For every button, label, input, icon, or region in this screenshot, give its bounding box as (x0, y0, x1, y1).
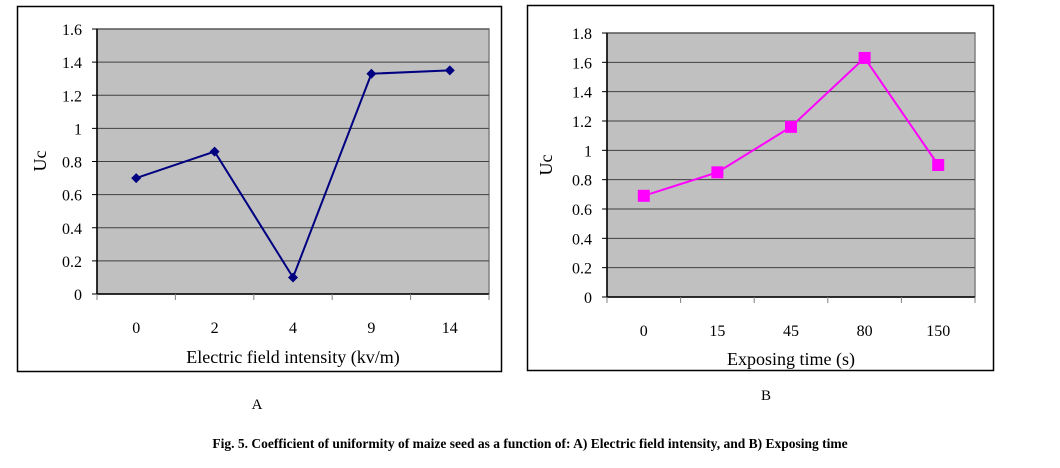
x-tick-label: 150 (926, 323, 950, 340)
chart-b-x-axis-label: Exposing time (s) (727, 349, 855, 370)
data-point-diamond (366, 68, 377, 79)
x-tick-label: 0 (132, 320, 140, 337)
y-tick-label: 1.8 (572, 26, 592, 43)
chart-b-x-ticks: 0 15 45 80 150 (606, 296, 976, 340)
x-tick-label: 2 (211, 320, 219, 337)
chart-b: 0 0.2 0.4 0.6 0.8 1 1.2 1.4 1.6 1.8 0 15 45 80 150 Ex… (526, 4, 995, 372)
data-point-diamond (209, 146, 220, 157)
data-point-diamond (288, 272, 298, 283)
y-tick-label: 0.2 (572, 261, 592, 278)
y-tick-label: 1.2 (62, 88, 82, 105)
y-tick-label: 1.4 (572, 85, 592, 102)
panel-label-a: A (252, 397, 263, 413)
y-tick-label: 0.8 (572, 173, 592, 190)
y-tick-label: 1 (74, 121, 82, 138)
chart-b-series (637, 51, 945, 202)
y-tick-label: 1.2 (572, 114, 592, 131)
chart-b-y-ticks: 0 0.2 0.4 0.6 0.8 1 1.2 1.4 1.6 1.8 (572, 26, 608, 307)
data-point-square (932, 159, 945, 171)
x-tick-label: 4 (289, 320, 297, 337)
x-tick-label: 9 (367, 320, 375, 337)
chart-a-x-ticks: 0 2 4 9 14 (96, 293, 490, 337)
data-point-square (711, 166, 724, 179)
y-tick-label: 1.6 (62, 22, 82, 39)
chart-a-x-axis-label: Electric field intensity (kv/m) (186, 347, 399, 368)
y-tick-label: 0.2 (62, 254, 82, 271)
chart-b-plot-area (606, 32, 976, 298)
x-tick-label: 14 (442, 320, 458, 337)
y-tick-label: 1.4 (62, 55, 82, 72)
x-tick-label: 0 (640, 323, 648, 340)
panel-label-b: B (761, 388, 771, 404)
y-tick-label: 0.6 (572, 202, 592, 219)
data-point-diamond (444, 65, 455, 76)
y-tick-label: 0.4 (62, 221, 82, 238)
y-tick-label: 0.6 (62, 188, 82, 205)
x-tick-label: 15 (709, 323, 725, 340)
x-tick-label: 45 (783, 323, 799, 340)
y-tick-label: 1 (584, 143, 592, 160)
data-point-square (785, 120, 797, 133)
y-tick-label: 0.8 (62, 155, 82, 172)
y-tick-label: 0.4 (572, 231, 592, 248)
chart-a-y-ticks: 0 0.2 0.4 0.6 0.8 1 1.2 1.4 1.6 (62, 22, 98, 304)
chart-a-gridlines (97, 28, 489, 262)
chart-a-series (131, 65, 455, 283)
chart-b-y-axis-label: Uc (536, 155, 556, 176)
y-tick-label: 0 (584, 290, 592, 307)
x-tick-label: 80 (857, 323, 873, 340)
y-tick-label: 0 (74, 287, 82, 304)
y-tick-label: 1.6 (572, 55, 592, 72)
data-point-square (858, 51, 871, 64)
data-point-square (637, 189, 650, 202)
data-point-diamond (131, 173, 142, 184)
chart-a: 0 0.2 0.4 0.6 0.8 1 1.2 1.4 1.6 0 2 4 9 14 Electric … (16, 5, 503, 373)
chart-a-y-axis-label: Uc (30, 151, 50, 172)
figure-caption: Fig. 5. Coefficient of uniformity of mai… (212, 436, 848, 451)
